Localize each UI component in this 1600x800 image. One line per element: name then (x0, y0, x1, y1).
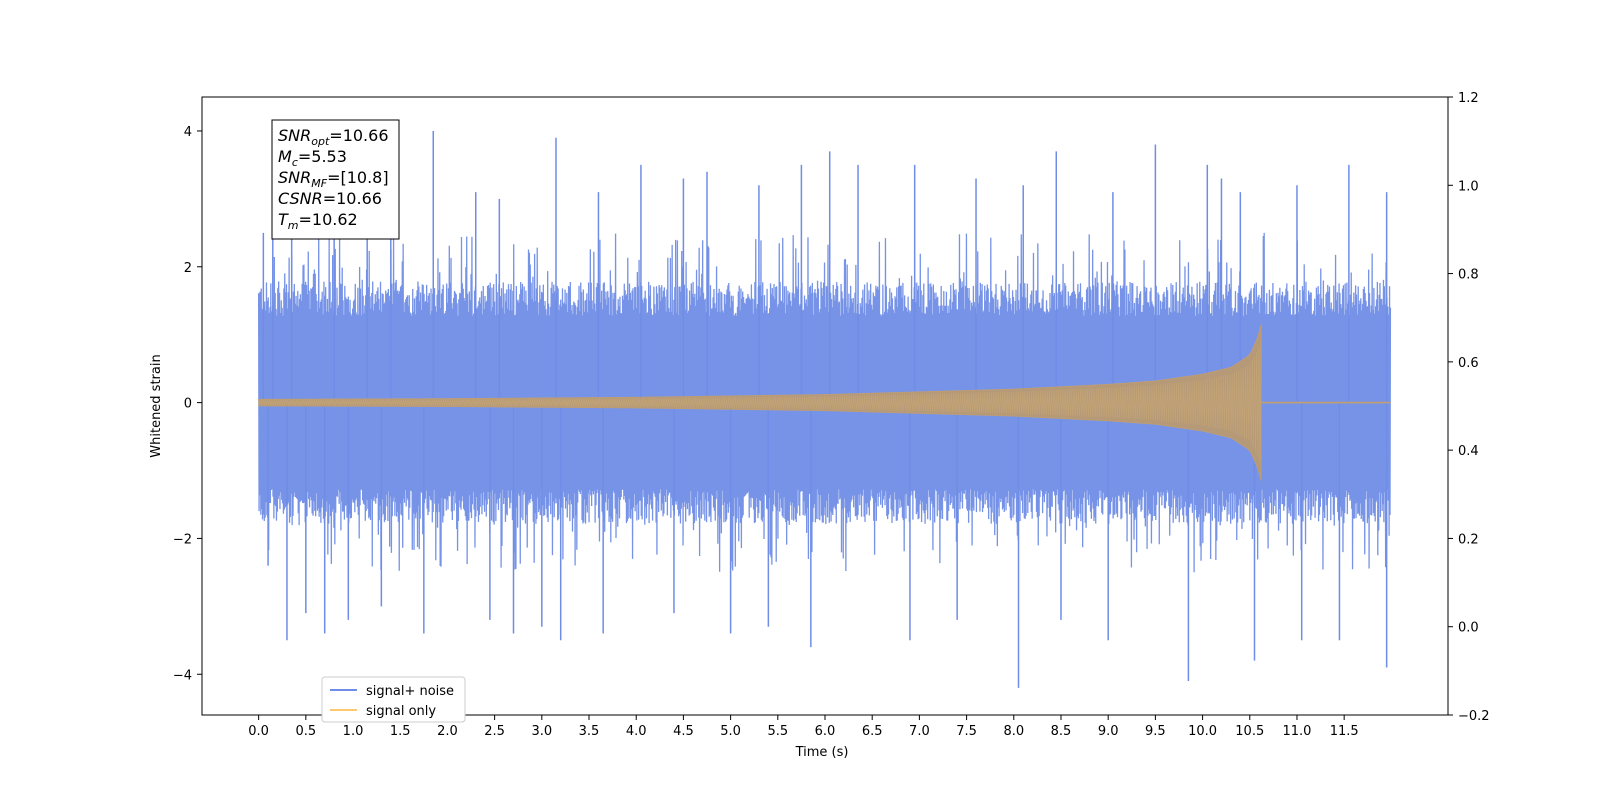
x-tick-label: 2.0 (437, 724, 458, 739)
x-tick-label: 5.5 (767, 724, 788, 739)
series-signal-plus-noise (257, 130, 1392, 688)
y2-tick-label: 0.8 (1458, 268, 1479, 283)
x-tick-label: 9.0 (1098, 724, 1119, 739)
y2-tick-label: −0.2 (1458, 709, 1490, 724)
noise-trace (257, 232, 1392, 573)
y2-tick-label: 0.6 (1458, 356, 1479, 371)
y2-tick-label: 0.4 (1458, 444, 1479, 459)
y-tick-label: −4 (173, 668, 192, 683)
y2-tick-label: 1.2 (1458, 91, 1479, 106)
x-axis-label: Time (s) (795, 745, 849, 760)
x-tick-label: 10.0 (1188, 724, 1217, 739)
y-tick-label: −2 (173, 532, 192, 547)
x-tick-label: 9.5 (1145, 724, 1166, 739)
y2-axis-ticks: 1.2 1.0 0.8 0.6 0.4 0.2 0.0 −0.2 (1448, 91, 1490, 724)
annotation-line: SNRMF=[10.8] (278, 168, 389, 190)
y2-tick-label: 0.0 (1458, 621, 1479, 636)
annotation-line: Tm=10.62 (278, 210, 358, 232)
series-signal-only (258, 324, 1391, 481)
x-tick-label: 11.0 (1282, 724, 1311, 739)
x-tick-label: 8.0 (1003, 724, 1024, 739)
x-tick-label: 5.0 (720, 724, 741, 739)
y-axis-label: Whitened strain (149, 354, 164, 457)
x-tick-label: 1.0 (343, 724, 364, 739)
y-tick-label: 2 (184, 261, 192, 276)
signal-envelope (258, 324, 1262, 481)
plot-area (257, 130, 1392, 688)
x-tick-label: 7.0 (909, 724, 930, 739)
annotation-frame (271, 119, 400, 240)
x-tick-label: 10.5 (1235, 724, 1264, 739)
x-tick-label: 0.5 (295, 724, 316, 739)
legend-label: signal only (366, 704, 436, 719)
legend-label: signal+ noise (366, 684, 454, 699)
y2-tick-label: 1.0 (1458, 179, 1479, 194)
legend-frame (321, 676, 466, 723)
annotation-box: SNRopt=10.66Mc=5.53SNRMF=[10.8]CSNR=10.6… (271, 119, 400, 240)
x-tick-label: 8.5 (1051, 724, 1072, 739)
legend: signal+ noise signal only (321, 676, 466, 723)
annotation-line: CSNR=10.66 (278, 189, 382, 208)
y-tick-label: 0 (184, 397, 192, 412)
x-tick-label: 2.5 (484, 724, 505, 739)
x-tick-label: 11.5 (1330, 724, 1359, 739)
signal-oscillation (258, 340, 1262, 462)
x-tick-label: 4.0 (626, 724, 647, 739)
y2-tick-label: 0.2 (1458, 532, 1479, 547)
x-tick-label: 4.5 (673, 724, 694, 739)
x-axis-ticks: 0.0 0.5 1.0 1.5 2.0 2.5 3.0 3.5 4.0 4.5 5.0 5.5 6.0 6… (248, 715, 1359, 739)
x-tick-label: 3.5 (579, 724, 600, 739)
x-tick-label: 6.5 (862, 724, 883, 739)
annotation-line: SNRopt=10.66 (278, 126, 389, 148)
x-tick-label: 6.0 (815, 724, 836, 739)
annotation-line: Mc=5.53 (278, 147, 347, 169)
x-tick-label: 1.5 (390, 724, 411, 739)
x-tick-label: 0.0 (248, 724, 269, 739)
y-tick-label: 4 (184, 125, 192, 140)
x-tick-label: 7.5 (956, 724, 977, 739)
x-tick-label: 3.0 (531, 724, 552, 739)
y-axis-ticks: 4 2 0 −2 −4 (173, 125, 202, 683)
